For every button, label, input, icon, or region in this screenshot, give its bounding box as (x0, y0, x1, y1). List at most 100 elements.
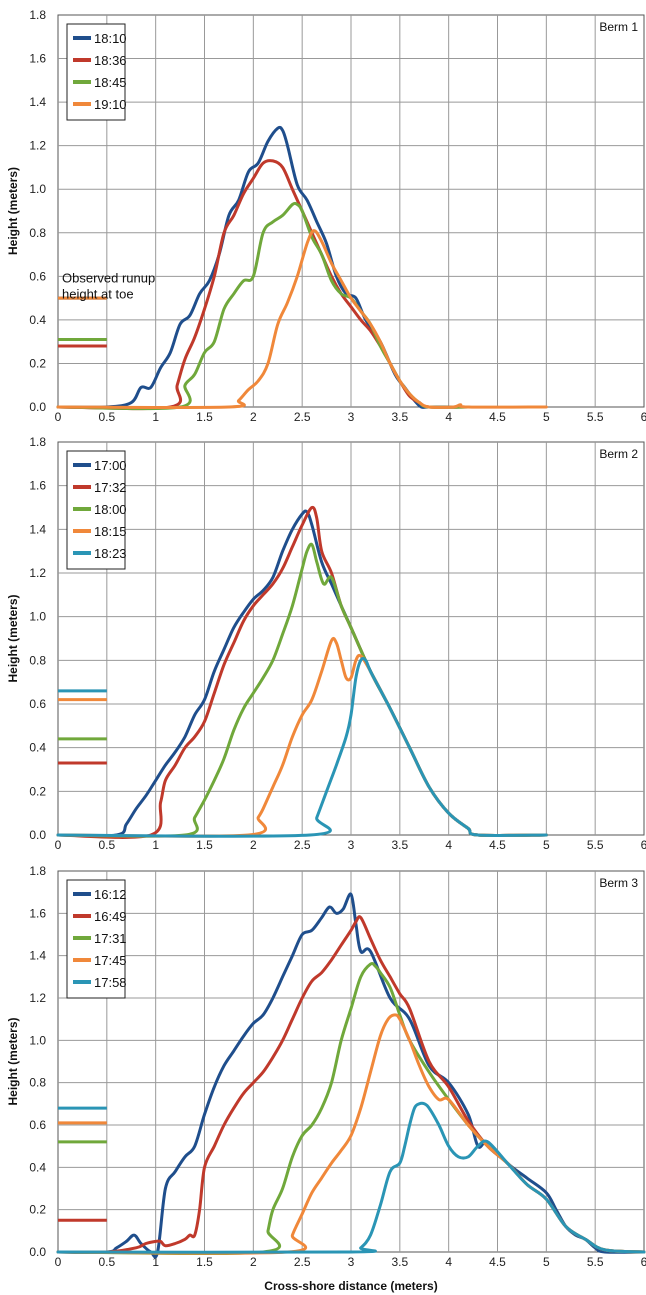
y-tick-label: 1.0 (29, 182, 46, 196)
y-tick-label: 1.2 (29, 139, 46, 153)
y-tick-label: 1.6 (29, 906, 46, 920)
panel-title: Berm 1 (599, 20, 638, 34)
series-line-1823 (56, 657, 548, 838)
x-tick-label: 3.5 (391, 1255, 408, 1269)
legend: 16:12 16:49 17:31 17:45 17:58 (66, 879, 127, 999)
legend-label: 19:10 (94, 97, 127, 112)
x-tick-label: 0.5 (98, 410, 115, 424)
legend-label: 17:58 (94, 975, 127, 990)
y-tick-label: 1.8 (29, 8, 46, 22)
y-tick-label: 0.8 (29, 226, 46, 240)
x-tick-label: 4.5 (489, 838, 506, 852)
legend-label: 16:49 (94, 909, 127, 924)
legend-label: 18:00 (94, 502, 127, 517)
y-tick-label: 1.4 (29, 95, 46, 109)
x-tick-label: 0.5 (98, 838, 115, 852)
x-tick-label: 3.5 (391, 410, 408, 424)
x-tick-label: 1 (152, 410, 159, 424)
y-tick-label: 0.0 (29, 400, 46, 414)
y-tick-label: 0.4 (29, 1160, 46, 1174)
runup-annotation: height at toe (62, 286, 134, 301)
series-line-1612 (56, 892, 646, 1259)
y-tick-label: 0.0 (29, 1245, 46, 1259)
y-tick-label: 1.0 (29, 610, 46, 624)
x-tick-label: 3 (348, 1255, 355, 1269)
x-tick-label: 0.5 (98, 1255, 115, 1269)
y-tick-label: 1.8 (29, 864, 46, 878)
y-tick-label: 1.2 (29, 566, 46, 580)
y-tick-label: 0.2 (29, 1203, 46, 1217)
y-tick-label: 0.4 (29, 313, 46, 327)
y-tick-label: 1.4 (29, 949, 46, 963)
series-line-1758 (56, 1101, 646, 1254)
y-tick-label: 0.2 (29, 356, 46, 370)
y-tick-label: 0.6 (29, 269, 46, 283)
x-tick-label: 3 (348, 838, 355, 852)
x-tick-label: 2 (250, 410, 257, 424)
y-tick-label: 0.6 (29, 1118, 46, 1132)
x-tick-label: 6 (641, 838, 646, 852)
panel-title: Berm 3 (599, 876, 638, 890)
x-tick-label: 5 (543, 838, 550, 852)
y-tick-label: 1.6 (29, 479, 46, 493)
y-tick-label: 1.8 (29, 435, 46, 449)
y-axis-label: Height (meters) (6, 594, 20, 682)
x-tick-label: 4 (445, 838, 452, 852)
x-tick-label: 2 (250, 1255, 257, 1269)
legend-label: 18:45 (94, 75, 127, 90)
y-tick-label: 0.8 (29, 653, 46, 667)
x-tick-label: 5.5 (587, 410, 604, 424)
legend-label: 18:15 (94, 524, 127, 539)
legend-label: 17:00 (94, 458, 127, 473)
x-tick-label: 3 (348, 410, 355, 424)
x-tick-label: 1.5 (196, 838, 213, 852)
x-tick-label: 3.5 (391, 838, 408, 852)
legend: 17:00 17:32 18:00 18:15 18:23 (66, 450, 127, 570)
y-tick-label: 0.2 (29, 784, 46, 798)
x-tick-label: 2.5 (294, 1255, 311, 1269)
legend-label: 16:12 (94, 887, 127, 902)
y-axis-label: Height (meters) (6, 167, 20, 255)
legend: 18:10 18:36 18:45 19:10 (66, 23, 127, 121)
series-line-1910 (56, 229, 548, 409)
legend-label: 18:10 (94, 31, 127, 46)
x-tick-label: 5 (543, 1255, 550, 1269)
runup-annotation: Observed runup (62, 270, 155, 285)
legend-label: 17:32 (94, 480, 127, 495)
y-tick-label: 0.6 (29, 697, 46, 711)
legend-label: 17:31 (94, 931, 127, 946)
x-tick-label: 5 (543, 410, 550, 424)
x-tick-label: 0 (55, 410, 62, 424)
x-tick-label: 5.5 (587, 838, 604, 852)
x-tick-label: 6 (641, 1255, 646, 1269)
legend-label: 18:36 (94, 53, 127, 68)
x-axis-label: Cross-shore distance (meters) (264, 1279, 437, 1293)
x-tick-label: 4.5 (489, 1255, 506, 1269)
x-tick-label: 1.5 (196, 410, 213, 424)
x-tick-label: 4.5 (489, 410, 506, 424)
x-tick-label: 1 (152, 1255, 159, 1269)
x-tick-label: 0 (55, 1255, 62, 1269)
x-tick-label: 2.5 (294, 838, 311, 852)
x-tick-label: 0 (55, 838, 62, 852)
y-axis-label: Height (meters) (6, 1017, 20, 1105)
legend-label: 18:23 (94, 546, 127, 561)
x-tick-label: 6 (641, 410, 646, 424)
y-tick-label: 1.6 (29, 52, 46, 66)
x-tick-label: 2 (250, 838, 257, 852)
berm-2-panel: 0 0.5 1 1.5 2 2.5 3 3.5 4 4.5 5 5.5 6 0.0 0.2 0.4 0.6 0.8… (6, 435, 646, 852)
y-tick-label: 0.0 (29, 828, 46, 842)
legend-label: 17:45 (94, 953, 127, 968)
y-tick-label: 0.4 (29, 741, 46, 755)
y-tick-label: 0.8 (29, 1076, 46, 1090)
x-tick-label: 1.5 (196, 1255, 213, 1269)
x-tick-label: 4 (445, 410, 452, 424)
berm-1-panel: 0 0.5 1 1.5 2 2.5 3 3.5 4 4.5 5 5.5 6 0.0 0.2 0.4 0.6 0.8… (6, 8, 646, 424)
x-tick-label: 5.5 (587, 1255, 604, 1269)
y-tick-label: 1.0 (29, 1033, 46, 1047)
panel-title: Berm 2 (599, 447, 638, 461)
x-tick-label: 4 (445, 1255, 452, 1269)
y-tick-label: 1.4 (29, 522, 46, 536)
y-tick-label: 1.2 (29, 991, 46, 1005)
